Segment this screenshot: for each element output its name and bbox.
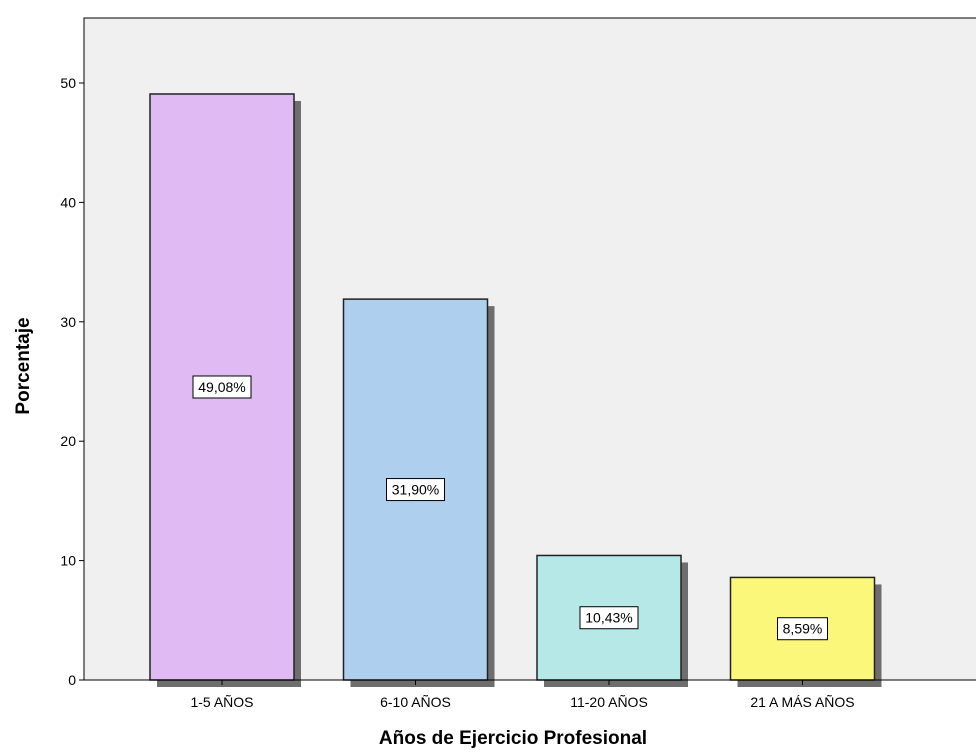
bars: 49,08% 31,90% 10,43% 8,59% [149,93,882,687]
x-tick-label: 6-10 AÑOS [380,694,451,710]
data-label: 31,90% [392,482,439,498]
data-label: 49,08% [198,379,245,395]
x-axis: 1-5 AÑOS 6-10 AÑOS 11-20 AÑOS 21 A MÁS AÑOS [84,679,976,710]
y-tick-label: 10 [60,553,76,569]
data-label-box [579,606,639,630]
data-label: 10,43% [585,610,632,626]
data-label-box [777,617,828,641]
y-axis: 0 10 20 30 40 50 [60,18,85,688]
y-tick-label: 0 [68,672,76,688]
x-axis-title: Años de Ejercicio Profesional [379,728,647,749]
y-tick-label: 50 [60,75,76,91]
y-tick-label: 30 [60,314,76,330]
x-tick-label: 21 A MÁS AÑOS [750,694,854,710]
y-tick-label: 20 [60,433,76,449]
x-tick-label: 11-20 AÑOS [570,694,648,710]
y-axis-title: Porcentaje [13,317,34,414]
data-label-box [386,478,445,502]
data-label-box [192,375,252,399]
x-tick-label: 1-5 AÑOS [190,694,253,710]
y-tick-label: 40 [60,194,76,210]
data-label: 8,59% [783,621,823,637]
